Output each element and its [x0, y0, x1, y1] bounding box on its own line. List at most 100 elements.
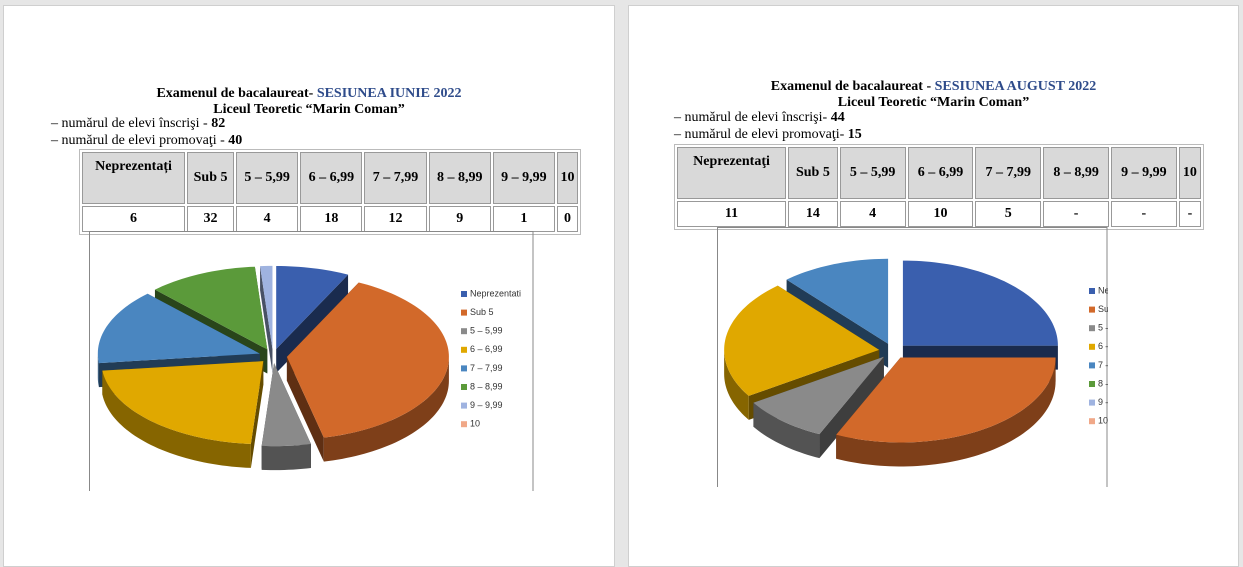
pie-slice — [260, 265, 273, 349]
value-cell: - — [1110, 201, 1177, 227]
legend-label: 10 — [470, 419, 480, 429]
legend-label: Neprezentati — [1098, 285, 1108, 295]
value-cell: 14 — [788, 201, 838, 227]
legend-swatch — [1089, 325, 1095, 332]
slice-rim — [102, 370, 251, 468]
value-cell: 6 — [82, 206, 186, 232]
legend-swatch — [1089, 362, 1095, 369]
legend-label: Sub 5 — [1098, 304, 1108, 314]
info-text: – numărul de elevi promovaţi - — [51, 133, 229, 148]
value-row: 6 32 4 18 12 9 1 0 — [82, 206, 578, 232]
legend-label: 5 – 5,99 — [1098, 323, 1108, 333]
document: Examenul de bacalaureat- SESIUNEA IUNIE … — [3, 5, 1239, 567]
pie-slice — [902, 260, 1058, 346]
page: Examenul de bacalaureat - SESIUNEA AUGUS… — [628, 5, 1239, 567]
legend-label: 6 – 6,99 — [1098, 341, 1108, 351]
slice-rim — [753, 402, 820, 459]
legend-label: 9 – 9,99 — [1098, 397, 1108, 407]
legend-swatch — [1089, 418, 1095, 425]
value-cell: 18 — [300, 206, 363, 232]
legend-label: 9 – 9,99 — [470, 400, 503, 410]
slice-rim — [724, 349, 749, 420]
chart-frame — [89, 231, 534, 491]
pie-slice — [102, 361, 264, 444]
slice-rim — [97, 353, 99, 388]
pie-slice — [276, 266, 349, 350]
value-cell: - — [1043, 201, 1109, 227]
legend-label: 10 — [1098, 416, 1108, 426]
legend-label: 8 – 8,99 — [1098, 378, 1108, 388]
pie-slice — [97, 293, 260, 364]
legend-swatch — [1089, 381, 1095, 387]
value-cell: 10 — [907, 201, 974, 227]
header-cell: 6 – 6,99 — [300, 152, 363, 204]
info-line: – numărul de elevi promovaţi- 15 — [674, 126, 862, 143]
header-cell: 8 – 8,99 — [1043, 147, 1109, 199]
legend-swatch — [461, 291, 467, 297]
legend-swatch — [1089, 306, 1095, 313]
header-cell: 9 – 9,99 — [1110, 147, 1177, 199]
legend-swatch — [461, 346, 467, 353]
header-cell: Neprezentaţi — [677, 147, 787, 199]
pie-slice — [261, 363, 311, 447]
slice-face — [250, 361, 264, 468]
pie-chart: Neprezentati Sub 5 5 – 5,99 6 – 6,99 7 – 7,9… — [89, 231, 534, 491]
header-cell: Sub 5 — [187, 152, 235, 204]
header-cell: 10 — [556, 152, 578, 204]
header-cell: 5 – 5,99 — [236, 152, 299, 204]
legend-swatch — [461, 402, 467, 409]
value-row: 11 14 4 10 5- - - — [677, 201, 1201, 227]
info-value: 15 — [847, 127, 862, 142]
header-cell: 10 — [1178, 147, 1201, 199]
slice-face — [276, 274, 349, 374]
info-text: – numărul de elevi înscrişi- — [674, 110, 831, 125]
title: Examenul de bacalaureat- — [156, 86, 317, 101]
value-cell: - — [1178, 201, 1201, 227]
page: Examenul de bacalaureat- SESIUNEA IUNIE … — [3, 5, 615, 567]
info-value: 44 — [830, 110, 845, 125]
legend-swatch — [461, 365, 467, 372]
legend-label: 7 – 7,99 — [470, 363, 503, 373]
slice-rim — [261, 443, 311, 471]
title: Examenul de bacalaureat - — [770, 79, 935, 94]
value-cell: 4 — [236, 206, 299, 232]
header-cell: 8 – 8,99 — [428, 152, 491, 204]
header-cell: 5 – 5,99 — [839, 147, 906, 199]
session: SESIUNEA IUNIE 2022 — [316, 86, 462, 101]
info-text: – numărul de elevi promovaţi- — [674, 127, 848, 142]
legend-label: Sub 5 — [470, 307, 494, 317]
legend-label: 6 – 6,99 — [470, 344, 503, 354]
legend-label: 7 – 7,99 — [1098, 360, 1108, 370]
header-cell: Sub 5 — [788, 147, 838, 199]
chart-frame — [717, 227, 1108, 487]
pie-slice — [836, 357, 1056, 443]
header-cell: 9 – 9,99 — [492, 152, 555, 204]
pie-slice — [286, 282, 449, 438]
info-value: 82 — [211, 116, 226, 131]
legend-swatch — [1089, 343, 1095, 350]
legend-swatch — [461, 421, 467, 428]
legend-swatch — [461, 384, 467, 390]
info-value: 40 — [228, 133, 243, 148]
legend-label: 5 – 5,99 — [470, 326, 503, 336]
info-line: – numărul de elevi înscrişi - 82 — [51, 115, 225, 132]
header-cell: Neprezentați — [82, 152, 186, 204]
slice-face — [260, 266, 273, 373]
pie-chart: Neprezentati Sub 5 5 – 5,99 6 – 6,99 7 – 7,9… — [717, 227, 1108, 487]
school: Liceul Teoretic “Marin Coman” — [213, 102, 405, 117]
header-cell: 7 – 7,99 — [975, 147, 1042, 199]
info-line: – numărul de elevi promovaţi - 40 — [51, 132, 242, 149]
pie-slice — [154, 266, 268, 350]
legend-swatch — [1089, 399, 1095, 406]
heading: Examenul de bacalaureat - SESIUNEA AUGUS… — [629, 79, 1238, 111]
legend-label: Neprezentati — [470, 288, 521, 298]
value-cell: 5 — [975, 201, 1042, 227]
info-line: – numărul de elevi înscrişi- 44 — [674, 109, 845, 126]
info-text: – numărul de elevi înscrişi - — [51, 116, 212, 131]
value-cell: 0 — [556, 206, 578, 232]
pie-slice — [786, 258, 889, 344]
legend-swatch — [1089, 288, 1095, 294]
